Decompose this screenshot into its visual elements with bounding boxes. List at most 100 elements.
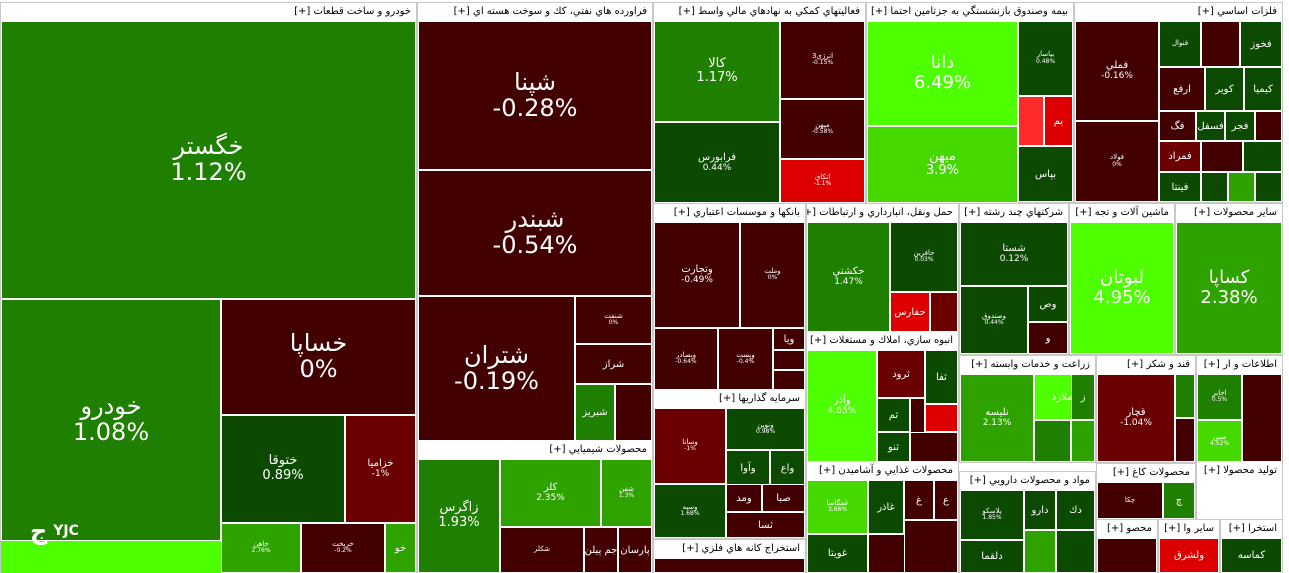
stock-tile[interactable]: خريخت -0.2% <box>301 523 385 573</box>
stock-tile[interactable]: فمراد <box>1159 141 1201 172</box>
stock-tile[interactable]: ويا <box>773 328 805 350</box>
stock-tile-small[interactable] <box>773 370 805 390</box>
stock-tile[interactable]: اخابر 0.5% <box>1197 374 1242 420</box>
sector-title[interactable]: ساير وا [+] <box>1159 520 1219 537</box>
stock-tile[interactable]: مبين 4.52% <box>1197 420 1242 462</box>
stock-tile[interactable]: غمگاسا 3.66% <box>807 480 868 534</box>
sector-title[interactable]: انبوه سازي، املاك و مستغلات [+] <box>807 332 958 349</box>
stock-tile[interactable]: ثرود <box>877 350 925 398</box>
stock-tile[interactable]: چكا <box>1097 482 1163 519</box>
sector-title[interactable]: اطلاعات و ار [+] <box>1197 356 1282 373</box>
stock-tile[interactable]: ميهن -0.58% <box>780 99 865 159</box>
stock-tile[interactable]: قچار -1.04% <box>1097 374 1175 462</box>
stock-tile[interactable]: ولشرق <box>1159 538 1219 573</box>
stock-tile[interactable]: وآذر 4.65% <box>807 350 877 462</box>
stock-tile[interactable]: بپاس <box>1018 146 1073 202</box>
sector-title[interactable]: محصو [+] <box>1097 520 1157 537</box>
stock-tile-small[interactable] <box>615 384 652 441</box>
stock-tile[interactable]: ميهن 3.9% <box>867 126 1018 203</box>
stock-tile[interactable]: شكلر <box>500 527 584 573</box>
stock-tile[interactable]: كلر 2.35% <box>500 459 601 527</box>
stock-tile[interactable]: شبريز <box>575 384 615 441</box>
stock-tile[interactable]: دانا 6.49% <box>867 21 1018 126</box>
stock-tile[interactable]: شستا 0.12% <box>960 222 1068 286</box>
stock-tile-small[interactable] <box>654 558 805 573</box>
stock-tile[interactable]: كالا 1.17% <box>654 21 780 122</box>
stock-tile-small[interactable] <box>1255 111 1282 141</box>
sector-title[interactable]: فعاليتهاي كمكي به نهادهاي مالي واسط [+] <box>654 3 865 20</box>
stock-tile[interactable]: حافرين 0.03% <box>890 222 958 292</box>
stock-tile[interactable]: خو <box>385 523 416 573</box>
stock-tile[interactable]: وسانا -1% <box>654 408 726 484</box>
stock-tile-small[interactable] <box>1071 420 1095 462</box>
stock-tile[interactable]: دارو <box>1024 490 1056 530</box>
stock-tile[interactable]: غاذر <box>868 480 904 534</box>
sector-title[interactable]: محصولات كاغ [+] <box>1097 464 1195 481</box>
sector-title[interactable]: محصولات غذايي و آشاميدن [+] <box>807 462 958 479</box>
stock-tile[interactable]: انرژي3 -0.15% <box>780 21 865 99</box>
stock-tile[interactable]: پلاسكو 1.85% <box>960 490 1024 540</box>
stock-tile[interactable]: اتكاي -1.1% <box>780 159 865 203</box>
stock-tile[interactable]: وسپه 1.68% <box>654 484 726 538</box>
stock-tile-small[interactable] <box>1097 538 1157 573</box>
sector-title[interactable]: قند و شكر [+] <box>1097 356 1195 373</box>
stock-tile[interactable]: شبندر -0.54% <box>418 170 652 296</box>
stock-tile[interactable]: فسفل <box>1196 111 1225 141</box>
stock-tile[interactable]: وصندوق 0.44% <box>960 286 1028 354</box>
sector-title[interactable]: زراعت و خدمات وابسته [+] <box>960 356 1095 373</box>
stock-tile-small[interactable] <box>1018 96 1044 146</box>
sector-title[interactable]: سرمايه گذاريها [+] <box>654 390 805 407</box>
sector-title[interactable]: خودرو و ساخت قطعات [+] <box>1 3 416 20</box>
stock-tile[interactable]: شتران -0.19% <box>418 296 575 441</box>
stock-tile[interactable]: بپاسار 0.48% <box>1018 21 1073 96</box>
stock-tile[interactable]: چ <box>1163 482 1195 519</box>
stock-tile[interactable]: دلقما <box>960 540 1024 573</box>
stock-tile-small[interactable] <box>1034 420 1071 462</box>
stock-tile[interactable]: فولاد 0% <box>1075 121 1159 202</box>
stock-tile-small[interactable] <box>904 520 958 573</box>
sector-title[interactable]: بيمه وصندوق بازنشستگي به جزتامين اجتما [… <box>867 3 1073 20</box>
stock-tile[interactable]: وملت 0% <box>740 222 805 328</box>
stock-tile[interactable]: وآوا <box>726 450 770 486</box>
stock-tile[interactable]: ع <box>934 480 958 520</box>
stock-tile[interactable]: خزاميا -1% <box>345 415 416 523</box>
sector-title[interactable]: مواد و محصولات دارويي [+] <box>960 472 1095 489</box>
stock-tile-small[interactable] <box>1228 172 1255 202</box>
stock-tile[interactable]: واع <box>770 450 805 486</box>
stock-tile[interactable]: كوير <box>1205 67 1244 111</box>
stock-tile[interactable]: دك <box>1056 490 1095 530</box>
sector-title[interactable]: بانكها و موسسات اعتباري [+] <box>654 204 805 221</box>
stock-tile[interactable]: ونوين 0.98% <box>726 408 805 450</box>
stock-tile[interactable]: فگ <box>1159 111 1196 141</box>
stock-tile-small[interactable] <box>1201 141 1243 172</box>
stock-tile[interactable]: خودرو 1.08% <box>1 299 221 541</box>
sector-title[interactable]: فراورده هاي نفتي، كك و سوخت هسته اي [+] <box>418 3 652 20</box>
stock-tile[interactable]: ختوقا 0.89% <box>221 415 345 523</box>
stock-tile[interactable]: ومد <box>726 484 762 512</box>
stock-tile[interactable]: فجر <box>1225 111 1255 141</box>
sector-title[interactable]: توليد محصولا [+] <box>1197 462 1282 479</box>
stock-tile[interactable]: ثفا <box>925 350 958 404</box>
stock-tile-small[interactable] <box>1255 172 1282 202</box>
stock-tile[interactable]: فينتا <box>1159 172 1201 202</box>
stock-tile[interactable]: شپنا -0.28% <box>418 21 652 170</box>
stock-tile-small[interactable] <box>1243 141 1282 172</box>
stock-tile[interactable]: صبا <box>762 484 805 512</box>
stock-tile[interactable]: ثم <box>877 398 910 432</box>
stock-tile-small[interactable] <box>1242 374 1282 462</box>
stock-tile-small[interactable] <box>930 292 958 332</box>
stock-tile-small[interactable] <box>773 350 805 370</box>
stock-tile[interactable]: بم <box>1044 96 1073 146</box>
stock-tile[interactable]: شنفت 0% <box>575 296 652 344</box>
stock-tile[interactable]: غ <box>904 480 934 520</box>
sector-title[interactable]: حمل ونقل، انبارداري و ارتباطات [+] <box>807 204 958 221</box>
stock-tile[interactable]: فرابورس 0.44% <box>654 122 780 203</box>
stock-tile[interactable]: وبصادر -0.64% <box>654 328 718 390</box>
stock-tile[interactable]: ثنو <box>877 432 910 462</box>
sector-title[interactable]: شركتهاي چند رشته [+] <box>960 204 1068 221</box>
stock-tile[interactable]: خگستر 1.12% <box>1 21 416 299</box>
stock-tile[interactable]: كساپا 2.38% <box>1176 222 1282 354</box>
stock-tile-small[interactable] <box>910 432 958 462</box>
stock-tile[interactable]: ارفع <box>1159 67 1205 111</box>
stock-tile-small[interactable] <box>1201 172 1228 202</box>
